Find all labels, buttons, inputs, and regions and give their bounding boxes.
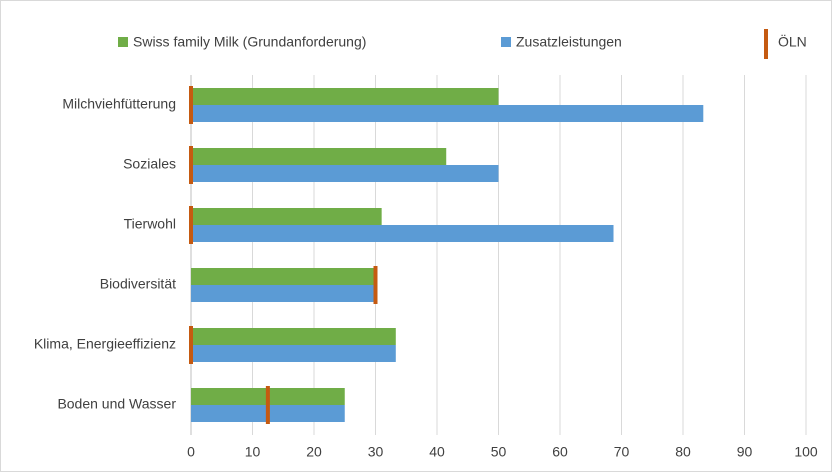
legend-label: Zusatzleistungen	[516, 34, 622, 50]
x-tick-label: 70	[614, 444, 630, 460]
x-tick-label: 90	[737, 444, 753, 460]
x-tick-label: 100	[794, 444, 818, 460]
y-tick-label: Soziales	[123, 156, 176, 172]
marker	[189, 146, 193, 184]
bar	[191, 268, 376, 285]
bar	[191, 88, 499, 105]
x-tick-label: 80	[675, 444, 691, 460]
x-tick-label: 50	[491, 444, 507, 460]
x-tick-label: 0	[187, 444, 195, 460]
x-tick-label: 60	[552, 444, 568, 460]
x-tick-label: 40	[429, 444, 445, 460]
y-tick-label: Biodiversität	[100, 276, 176, 292]
legend-swatch	[764, 29, 768, 59]
marker	[265, 386, 270, 424]
x-tick-label: 10	[245, 444, 261, 460]
x-tick-label: 20	[306, 444, 322, 460]
marker	[189, 86, 193, 124]
x-tick-label: 30	[368, 444, 384, 460]
legend-label: Swiss family Milk (Grundanforderung)	[133, 34, 366, 50]
y-tick-label: Boden und Wasser	[57, 396, 176, 412]
legend-label: ÖLN	[778, 33, 807, 50]
marker	[373, 266, 378, 304]
bar	[191, 285, 376, 302]
legend-swatch	[118, 37, 128, 47]
marker	[189, 206, 193, 244]
bar	[191, 208, 382, 225]
legend-swatch	[501, 37, 511, 47]
bar	[191, 148, 447, 165]
bar	[191, 225, 614, 242]
bar	[191, 105, 704, 122]
bar	[191, 165, 499, 182]
y-tick-label: Milchviehfütterung	[62, 96, 176, 112]
marker	[189, 326, 193, 364]
y-tick-label: Tierwohl	[124, 216, 176, 232]
y-tick-label: Klima, Energieeffizienz	[34, 336, 176, 352]
bar	[191, 345, 396, 362]
bar	[191, 328, 396, 345]
